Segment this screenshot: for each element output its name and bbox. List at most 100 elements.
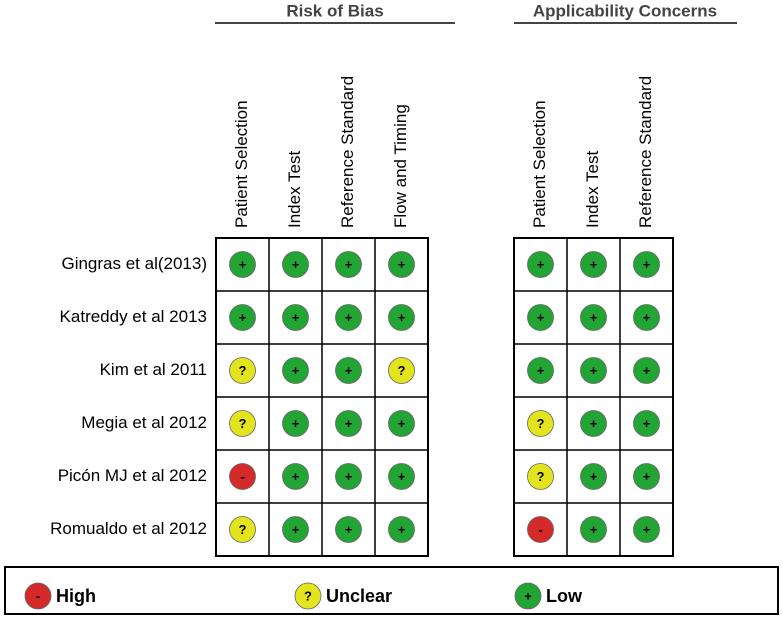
judgment-dot [335, 463, 362, 490]
judgment-dot [633, 463, 660, 490]
judgment-symbol: + [292, 257, 300, 272]
judgment-dot [580, 516, 607, 543]
judgment-symbol: + [345, 416, 353, 431]
judgment-symbol: ? [537, 416, 545, 431]
judgment-symbol: + [398, 522, 406, 537]
judgment-symbol: + [643, 257, 651, 272]
judgment-dot [335, 357, 362, 384]
judgment-symbol: + [239, 257, 247, 272]
judgment-dot [633, 304, 660, 331]
judgment-dot [335, 516, 362, 543]
judgment-symbol: - [240, 469, 244, 484]
judgment-dot [229, 304, 256, 331]
judgment-symbol: + [345, 363, 353, 378]
judgment-dot [335, 304, 362, 331]
judgment-dot [282, 251, 309, 278]
judgment-symbol: ? [398, 363, 406, 378]
judgment-dot [580, 304, 607, 331]
judgment-symbol: + [537, 363, 545, 378]
judgment-symbol: + [398, 310, 406, 325]
legend-symbol: ? [304, 588, 312, 603]
judgment-dot [580, 410, 607, 437]
judgment-dot [527, 410, 554, 437]
judgment-dot [527, 304, 554, 331]
legend-box [4, 566, 779, 615]
judgment-symbol: + [590, 522, 598, 537]
judgment-symbol: + [292, 310, 300, 325]
judgment-dot [388, 516, 415, 543]
judgment-dot [388, 357, 415, 384]
judgment-symbol: + [590, 363, 598, 378]
judgment-symbol: + [590, 310, 598, 325]
judgment-symbol: + [590, 257, 598, 272]
judgment-symbol: + [292, 522, 300, 537]
group-title: Applicability Concerns [533, 1, 717, 20]
judgment-dot [527, 516, 554, 543]
judgment-dot [580, 251, 607, 278]
judgment-dot [388, 251, 415, 278]
judgment-symbol: - [538, 522, 542, 537]
judgment-dot [229, 410, 256, 437]
judgment-dot [229, 251, 256, 278]
legend-symbol: + [524, 588, 532, 603]
legend-label: High [56, 586, 96, 606]
judgment-symbol: + [537, 257, 545, 272]
column-header: Reference Standard [636, 76, 655, 228]
study-label: Gingras et al(2013) [61, 254, 207, 273]
legend-symbol: - [36, 588, 40, 603]
study-label: Romualdo et al 2012 [50, 519, 207, 538]
judgment-dot [282, 516, 309, 543]
judgment-symbol: + [537, 310, 545, 325]
column-header: Index Test [285, 151, 304, 228]
judgment-dot [388, 410, 415, 437]
judgment-dot [527, 357, 554, 384]
judgment-dot [335, 251, 362, 278]
judgment-dot [580, 463, 607, 490]
judgment-symbol: + [239, 310, 247, 325]
judgment-dot [527, 463, 554, 490]
judgment-symbol: + [345, 257, 353, 272]
legend-label: Unclear [326, 586, 392, 606]
judgment-symbol: + [292, 469, 300, 484]
legend-dot [24, 582, 52, 610]
judgment-symbol: ? [537, 469, 545, 484]
judgment-symbol: + [292, 363, 300, 378]
judgment-symbol: + [643, 469, 651, 484]
judgment-dot [282, 357, 309, 384]
judgment-dot [282, 463, 309, 490]
judgment-dot [388, 463, 415, 490]
judgment-dot [229, 516, 256, 543]
legend-dot [514, 582, 542, 610]
judgment-dot [282, 304, 309, 331]
column-header: Reference Standard [338, 76, 357, 228]
judgment-dot [633, 410, 660, 437]
judgment-dot [335, 410, 362, 437]
group-title: Risk of Bias [286, 1, 383, 20]
legend-dot [294, 582, 322, 610]
judgment-dot [388, 304, 415, 331]
judgment-dot [229, 357, 256, 384]
study-label: Megia et al 2012 [81, 413, 207, 432]
judgment-symbol: + [398, 416, 406, 431]
judgment-dot [633, 251, 660, 278]
column-header: Patient Selection [232, 100, 251, 228]
judgment-symbol: + [345, 310, 353, 325]
judgment-symbol: ? [239, 416, 247, 431]
judgment-symbol: + [643, 416, 651, 431]
study-label: Katreddy et al 2013 [60, 307, 207, 326]
column-header: Patient Selection [530, 100, 549, 228]
judgment-symbol: + [345, 522, 353, 537]
judgment-symbol: + [590, 416, 598, 431]
judgment-dot [282, 410, 309, 437]
judgment-symbol: + [590, 469, 598, 484]
column-header: Index Test [583, 151, 602, 228]
judgment-symbol: + [398, 469, 406, 484]
judgment-symbol: + [643, 363, 651, 378]
judgment-symbol: ? [239, 522, 247, 537]
judgment-symbol: ? [239, 363, 247, 378]
judgment-symbol: + [398, 257, 406, 272]
judgment-dot [580, 357, 607, 384]
judgment-symbol: + [643, 310, 651, 325]
judgment-dot [527, 251, 554, 278]
